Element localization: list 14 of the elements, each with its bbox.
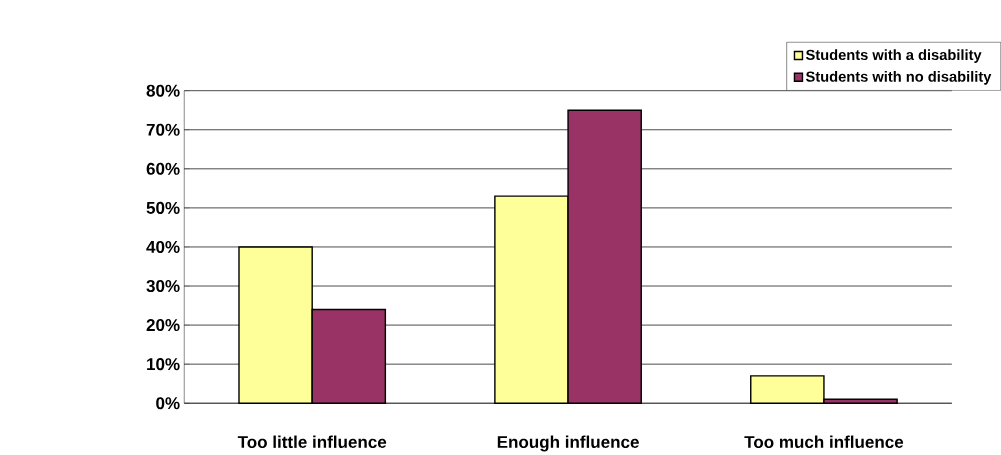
x-tick-label: Too much influence (744, 435, 904, 448)
y-tick-label: 50% (146, 201, 180, 214)
y-tick-label: 40% (146, 240, 180, 253)
legend-label: Students with a disability (805, 49, 982, 63)
x-tick-label: Too little influence (237, 435, 387, 448)
y-tick-label: 70% (146, 123, 180, 136)
legend-label: Students with no disability (805, 70, 992, 85)
y-tick-label: 80% (146, 84, 180, 97)
y-tick-label: 10% (147, 357, 180, 370)
y-tick-label: 20% (146, 318, 180, 331)
y-tick-label: 60% (146, 162, 180, 175)
x-tick-label: Enough influence (497, 435, 639, 452)
y-tick-label: 0% (156, 396, 180, 410)
y-tick-label: 30% (146, 279, 180, 292)
